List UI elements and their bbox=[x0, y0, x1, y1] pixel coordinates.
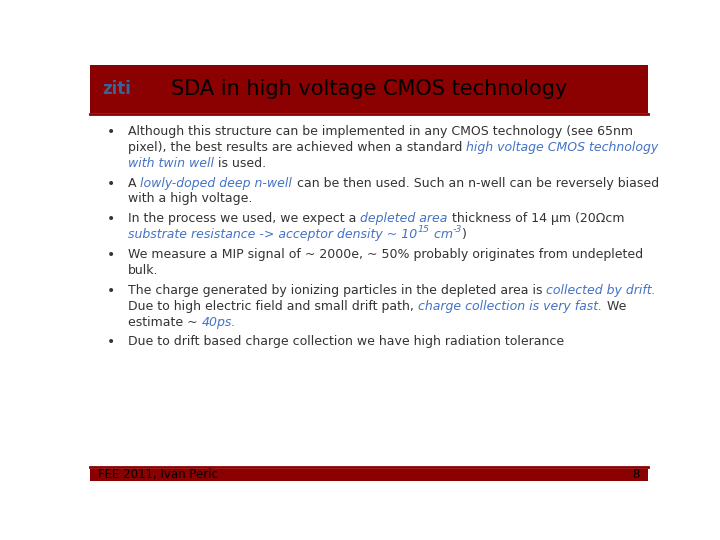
Text: We: We bbox=[603, 300, 626, 313]
Text: In the process we used, we expect a: In the process we used, we expect a bbox=[128, 212, 360, 225]
Text: •: • bbox=[107, 284, 115, 298]
Text: FEE 2011, Ivan Peric: FEE 2011, Ivan Peric bbox=[99, 468, 218, 481]
Text: depleted area: depleted area bbox=[360, 212, 448, 225]
Text: 15: 15 bbox=[418, 225, 430, 234]
Text: 8: 8 bbox=[632, 468, 639, 481]
Text: A: A bbox=[128, 177, 140, 190]
Text: estimate ~: estimate ~ bbox=[128, 315, 202, 328]
Text: lowly-doped deep n-well: lowly-doped deep n-well bbox=[140, 177, 292, 190]
Text: high voltage CMOS technology: high voltage CMOS technology bbox=[467, 141, 659, 154]
Text: •: • bbox=[107, 248, 115, 262]
Text: thickness of 14 μm (20Ωcm: thickness of 14 μm (20Ωcm bbox=[448, 212, 624, 225]
Text: ): ) bbox=[462, 228, 467, 241]
Text: pixel), the best results are achieved when a standard: pixel), the best results are achieved wh… bbox=[128, 141, 467, 154]
Text: charge collection is very fast.: charge collection is very fast. bbox=[418, 300, 602, 313]
Bar bbox=[90, 469, 648, 481]
Text: can be then used. Such an n-well can be reversely biased: can be then used. Such an n-well can be … bbox=[293, 177, 659, 190]
Text: substrate resistance -> acceptor density ~ 10: substrate resistance -> acceptor density… bbox=[128, 228, 417, 241]
Text: bulk.: bulk. bbox=[128, 264, 158, 277]
Text: Due to high electric field and small drift path,: Due to high electric field and small dri… bbox=[128, 300, 418, 313]
Bar bbox=[90, 65, 648, 113]
Text: -3: -3 bbox=[453, 225, 462, 234]
Text: Due to drift based charge collection we have high radiation tolerance: Due to drift based charge collection we … bbox=[128, 335, 564, 348]
Text: with twin well: with twin well bbox=[128, 157, 214, 170]
Text: SDA in high voltage CMOS technology: SDA in high voltage CMOS technology bbox=[171, 79, 567, 99]
Text: cm: cm bbox=[430, 228, 453, 241]
Text: Although this structure can be implemented in any CMOS technology (see 65nm: Although this structure can be implement… bbox=[128, 125, 633, 138]
Text: 40ps.: 40ps. bbox=[202, 315, 236, 328]
Text: ziti: ziti bbox=[102, 80, 131, 98]
Text: collected by drift.: collected by drift. bbox=[546, 284, 656, 297]
Text: is used.: is used. bbox=[214, 157, 266, 170]
Text: •: • bbox=[107, 212, 115, 226]
Text: •: • bbox=[107, 125, 115, 139]
Text: The charge generated by ionizing particles in the depleted area is: The charge generated by ionizing particl… bbox=[128, 284, 546, 297]
Text: with a high voltage.: with a high voltage. bbox=[128, 192, 252, 205]
Text: •: • bbox=[107, 335, 115, 349]
Text: •: • bbox=[107, 177, 115, 191]
Text: We measure a MIP signal of ~ 2000e, ~ 50% probably originates from undepleted: We measure a MIP signal of ~ 2000e, ~ 50… bbox=[128, 248, 643, 261]
